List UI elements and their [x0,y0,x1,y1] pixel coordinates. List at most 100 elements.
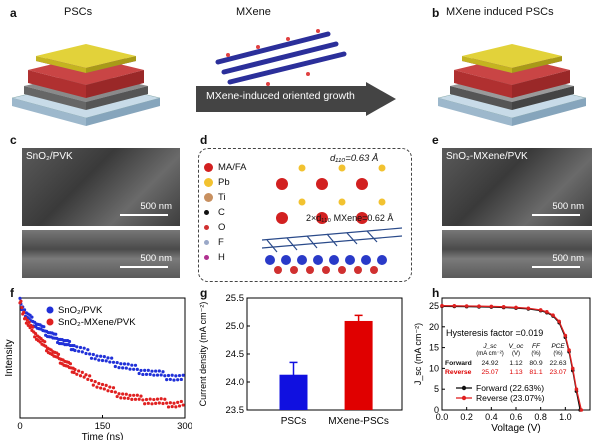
data-point [165,378,169,382]
legend-item: Pb [204,175,274,190]
legend-marker [461,385,467,391]
sem-scale-label: 500 nm [552,201,584,212]
x-tick-label: 0.6 [510,412,523,422]
y-tick-label: 20 [429,322,439,332]
data-point [545,310,549,314]
data-point [152,397,156,402]
psc-device-schematic [11,44,161,126]
data-point [115,360,119,365]
table-row-name: Reverse [445,369,472,376]
data-point [27,320,31,325]
data-point [111,360,116,364]
data-point [563,333,568,338]
data-point [174,374,178,378]
data-point [97,358,101,362]
legend-swatch [204,240,209,245]
data-point [100,358,105,363]
data-point [73,367,77,372]
data-point [143,368,147,372]
data-point [124,366,128,370]
data-point [155,397,160,401]
chart-h-jv-curves: 0 5 10 15 20 25 0.0 0.2 0.4 0.6 0.8 1.0 Voltage (V) J… [413,297,591,434]
data-point [110,356,114,360]
data-point [177,404,182,408]
data-point [181,373,185,377]
data-point [139,368,143,373]
data-point [68,362,73,366]
data-point [501,305,506,309]
y-tick-label: 25.0 [226,321,245,332]
data-point [557,319,561,324]
hysteresis-label: Hysteresis factor =0.019 [446,328,543,338]
data-point [139,394,143,398]
data-point [150,369,154,373]
data-point [163,397,167,401]
data-point [121,392,125,396]
data-point [133,397,138,401]
data-point [113,364,117,369]
sem-image-mxene-cross: 500 nm [442,230,592,278]
data-point [108,385,112,389]
data-point [157,401,161,405]
data-point [181,403,185,407]
y-tick-label: 10 [429,363,439,373]
data-point [570,366,575,371]
data-point [102,387,106,391]
data-point [176,378,180,382]
dmx-label: 2×d₁₁₀ MXene=0.62 Å [306,213,394,223]
data-point [86,377,90,381]
y-tick-label: 0 [434,405,439,415]
x-tick-label: 0.0 [436,412,449,422]
data-point [121,366,125,370]
data-point [42,325,46,329]
data-point [84,351,88,356]
data-point [91,352,95,357]
data-point [93,357,97,361]
data-point [165,401,169,405]
y-axis-label: J_sc (mA cm⁻²) [413,323,423,385]
sem-tag-sno2: SnO₂/PVK [26,151,73,162]
data-point [56,352,61,356]
data-point [137,371,141,376]
x-tick-label: 300 [177,421,192,432]
legend-label: Pb [218,177,230,188]
data-point [130,363,134,367]
data-point [99,386,103,390]
table-header: J_sc [482,343,497,350]
data-point [179,399,183,404]
data-point [130,397,134,401]
category-label: PSCs [281,416,307,427]
sem-scale-label: 500 nm [140,253,172,264]
data-point [172,401,176,405]
data-point [440,303,444,308]
data-point [514,305,518,310]
table-unit: (mA cm⁻²) [476,351,504,357]
x-tick-label: 0.4 [485,412,498,422]
data-point [579,408,584,412]
data-point [88,352,92,356]
data-point [155,373,160,377]
chart-f-trpl-decay: 0 150 300 Time (ns) Intensity SnO₂/PVKSnO₂-MX… [4,296,192,440]
data-point [113,390,117,394]
data-point [33,331,38,336]
table-unit: (V) [512,351,520,357]
legend-item: C [204,205,274,220]
legend-item: Ti [204,190,274,205]
table-cell: 81.1 [529,369,542,376]
growth-arrow-label: MXene-induced oriented growth [206,90,355,102]
data-point [102,355,106,359]
data-point [91,383,95,387]
data-point [77,369,81,373]
d110-label: d₁₁₀=0.63 Å [330,153,379,164]
chart-g-current-density: 23.5 24.0 24.5 25.0 25.5 PSCs MXene-PSCs Curren… [198,293,403,427]
legend-label: F [218,237,224,248]
data-point [111,386,116,390]
panel-label-g: g [200,286,208,300]
legend-swatch [204,193,213,202]
data-point [95,354,99,358]
data-point [137,397,141,401]
legend-label: SnO₂/PVK [58,305,103,316]
legend-label: SnO₂-MXene/PVK [58,317,136,328]
data-point [23,316,28,320]
data-point [54,332,58,336]
